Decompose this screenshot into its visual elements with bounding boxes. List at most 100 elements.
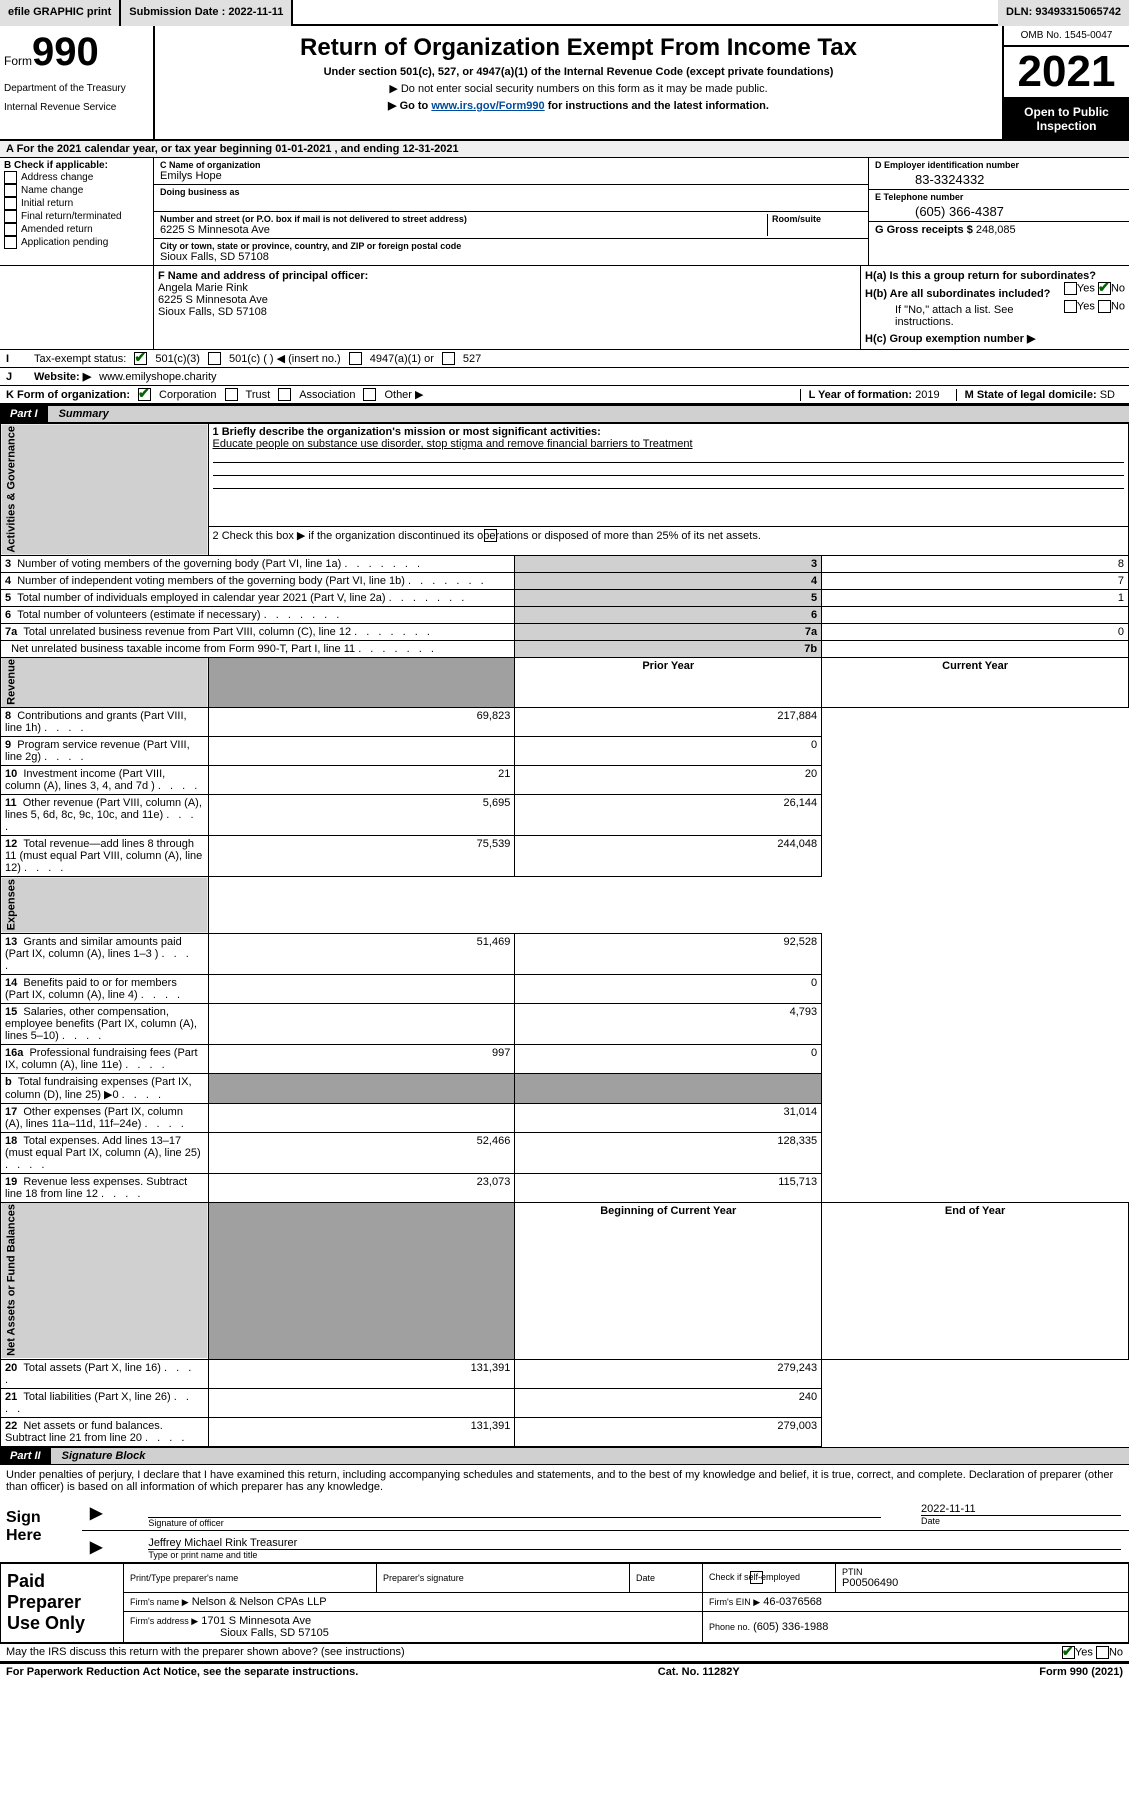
officer-name: Angela Marie Rink [158, 282, 856, 294]
website-value: www.emilyshope.charity [99, 371, 216, 383]
table-row: 4 Number of independent voting members o… [1, 572, 1129, 589]
gross-value: 248,085 [976, 224, 1016, 236]
discuss-yes-checkbox[interactable] [1062, 1646, 1075, 1659]
gross-label: G Gross receipts $ [875, 224, 973, 236]
table-row: 16a Professional fundraising fees (Part … [1, 1044, 1129, 1073]
sig-officer-label: Signature of officer [148, 1517, 881, 1528]
hdr-end: End of Year [822, 1202, 1129, 1359]
corp-checkbox[interactable] [138, 388, 151, 401]
org-street: 6225 S Minnesota Ave [160, 224, 767, 236]
b-label: B Check if applicable: [4, 160, 149, 171]
dln: DLN: 93493315065742 [998, 0, 1129, 26]
org-city: Sioux Falls, SD 57108 [160, 251, 862, 263]
table-row: b Total fundraising expenses (Part IX, c… [1, 1073, 1129, 1103]
assoc-checkbox[interactable] [278, 388, 291, 401]
officer-addr1: 6225 S Minnesota Ave [158, 294, 856, 306]
ein-value: 83-3324332 [875, 170, 1123, 187]
h-c: H(c) Group exemption number ▶ [865, 332, 1125, 345]
officer-sub: Type or print name and title [148, 1549, 1121, 1560]
preparer-block: Paid Preparer Use Only Print/Type prepar… [0, 1563, 1129, 1643]
discuss-no-checkbox[interactable] [1096, 1646, 1109, 1659]
b-option[interactable]: Address change [4, 171, 149, 184]
sign-here-block: Sign Here ▶ Signature of officer 2022-11… [0, 1497, 1129, 1563]
line-i: I Tax-exempt status: 501(c)(3) 501(c) ( … [0, 350, 1129, 368]
inst-2: ▶ Go to www.irs.gov/Form990 for instruct… [159, 99, 998, 112]
efile-button[interactable]: efile GRAPHIC print [0, 0, 121, 26]
table-row: 7a Total unrelated business revenue from… [1, 623, 1129, 640]
hdr-begin: Beginning of Current Year [515, 1202, 822, 1359]
table-row: 10 Investment income (Part VIII, column … [1, 766, 1129, 795]
form-ref: Form 990 (2021) [1039, 1666, 1123, 1678]
firm-addr2: Sioux Falls, SD 57105 [220, 1627, 329, 1639]
phone-label: E Telephone number [875, 192, 1123, 202]
officer-block: F Name and address of principal officer:… [0, 266, 1129, 350]
b-option[interactable]: Amended return [4, 223, 149, 236]
may-irs-discuss: May the IRS discuss this return with the… [0, 1643, 1129, 1662]
phone-value: (605) 366-4387 [875, 202, 1123, 219]
declaration: Under penalties of perjury, I declare th… [0, 1465, 1129, 1497]
identity-block: B Check if applicable: Address changeNam… [0, 158, 1129, 266]
table-row: 22 Net assets or fund balances. Subtract… [1, 1417, 1129, 1446]
ptin-value: P00506490 [842, 1577, 1122, 1589]
line-j: J Website: ▶ www.emilyshope.charity [0, 368, 1129, 386]
side-expenses: Expenses [1, 877, 209, 933]
q2: 2 Check this box ▶ if the organization d… [208, 527, 1128, 555]
table-row: Net unrelated business taxable income fr… [1, 640, 1129, 657]
irs-link[interactable]: www.irs.gov/Form990 [431, 100, 544, 112]
cat-no: Cat. No. 11282Y [658, 1666, 740, 1678]
city-label: City or town, state or province, country… [160, 241, 862, 251]
table-row: 15 Salaries, other compensation, employe… [1, 1003, 1129, 1044]
table-row: 13 Grants and similar amounts paid (Part… [1, 933, 1129, 974]
4947-checkbox[interactable] [349, 352, 362, 365]
inst-1: ▶ Do not enter social security numbers o… [159, 82, 998, 95]
firm-phone: (605) 336-1988 [753, 1621, 828, 1633]
b-option[interactable]: Application pending [4, 236, 149, 249]
pra-notice: For Paperwork Reduction Act Notice, see … [6, 1666, 358, 1678]
501c-checkbox[interactable] [208, 352, 221, 365]
part2-header: Part II Signature Block [0, 1447, 1129, 1465]
q1-label: 1 Briefly describe the organization's mi… [213, 426, 1124, 438]
table-row: 17 Other expenses (Part IX, column (A), … [1, 1103, 1129, 1132]
sig-date: 2022-11-11 [921, 1503, 1121, 1515]
page-footer: For Paperwork Reduction Act Notice, see … [0, 1662, 1129, 1680]
state-domicile: SD [1100, 389, 1115, 401]
ein-label: D Employer identification number [875, 160, 1123, 170]
trust-checkbox[interactable] [225, 388, 238, 401]
date-label: Date [921, 1515, 1121, 1526]
line-klm: K Form of organization: Corporation Trus… [0, 386, 1129, 405]
org-name: Emilys Hope [160, 170, 862, 182]
other-checkbox[interactable] [363, 388, 376, 401]
dba-label: Doing business as [160, 187, 862, 197]
table-row: 5 Total number of individuals employed i… [1, 589, 1129, 606]
f-label: F Name and address of principal officer: [158, 270, 856, 282]
h-a: H(a) Is this a group return for subordin… [865, 270, 1125, 282]
officer-printed-name: Jeffrey Michael Rink Treasurer [148, 1537, 1121, 1549]
table-row: 8 Contributions and grants (Part VIII, l… [1, 708, 1129, 737]
dept-treasury: Department of the Treasury [4, 83, 149, 94]
table-row: 9 Program service revenue (Part VIII, li… [1, 737, 1129, 766]
tax-year: 2021 [1004, 47, 1129, 99]
topbar: efile GRAPHIC print Submission Date : 20… [0, 0, 1129, 26]
side-revenue: Revenue [1, 657, 209, 708]
b-option[interactable]: Final return/terminated [4, 210, 149, 223]
room-label: Room/suite [772, 214, 862, 224]
side-netassets: Net Assets or Fund Balances [1, 1202, 209, 1359]
sign-here-label: Sign Here [0, 1497, 82, 1562]
table-row: 6 Total number of volunteers (estimate i… [1, 606, 1129, 623]
hdr-prior: Prior Year [515, 657, 822, 708]
open-to-public: Open to Public Inspection [1004, 99, 1129, 139]
b-option[interactable]: Initial return [4, 197, 149, 210]
side-governance: Activities & Governance [1, 424, 209, 556]
officer-addr2: Sioux Falls, SD 57108 [158, 306, 856, 318]
hdr-current: Current Year [822, 657, 1129, 708]
mission-text: Educate people on substance use disorder… [213, 438, 1124, 450]
addr-label: Number and street (or P.O. box if mail i… [160, 214, 767, 224]
table-row: 12 Total revenue—add lines 8 through 11 … [1, 836, 1129, 877]
firm-addr1: 1701 S Minnesota Ave [201, 1615, 311, 1627]
527-checkbox[interactable] [442, 352, 455, 365]
501c3-checkbox[interactable] [134, 352, 147, 365]
table-row: 20 Total assets (Part X, line 16) . . . … [1, 1359, 1129, 1388]
b-option[interactable]: Name change [4, 184, 149, 197]
arrow-icon: ▶ [90, 1503, 102, 1528]
table-row: 21 Total liabilities (Part X, line 26) .… [1, 1388, 1129, 1417]
